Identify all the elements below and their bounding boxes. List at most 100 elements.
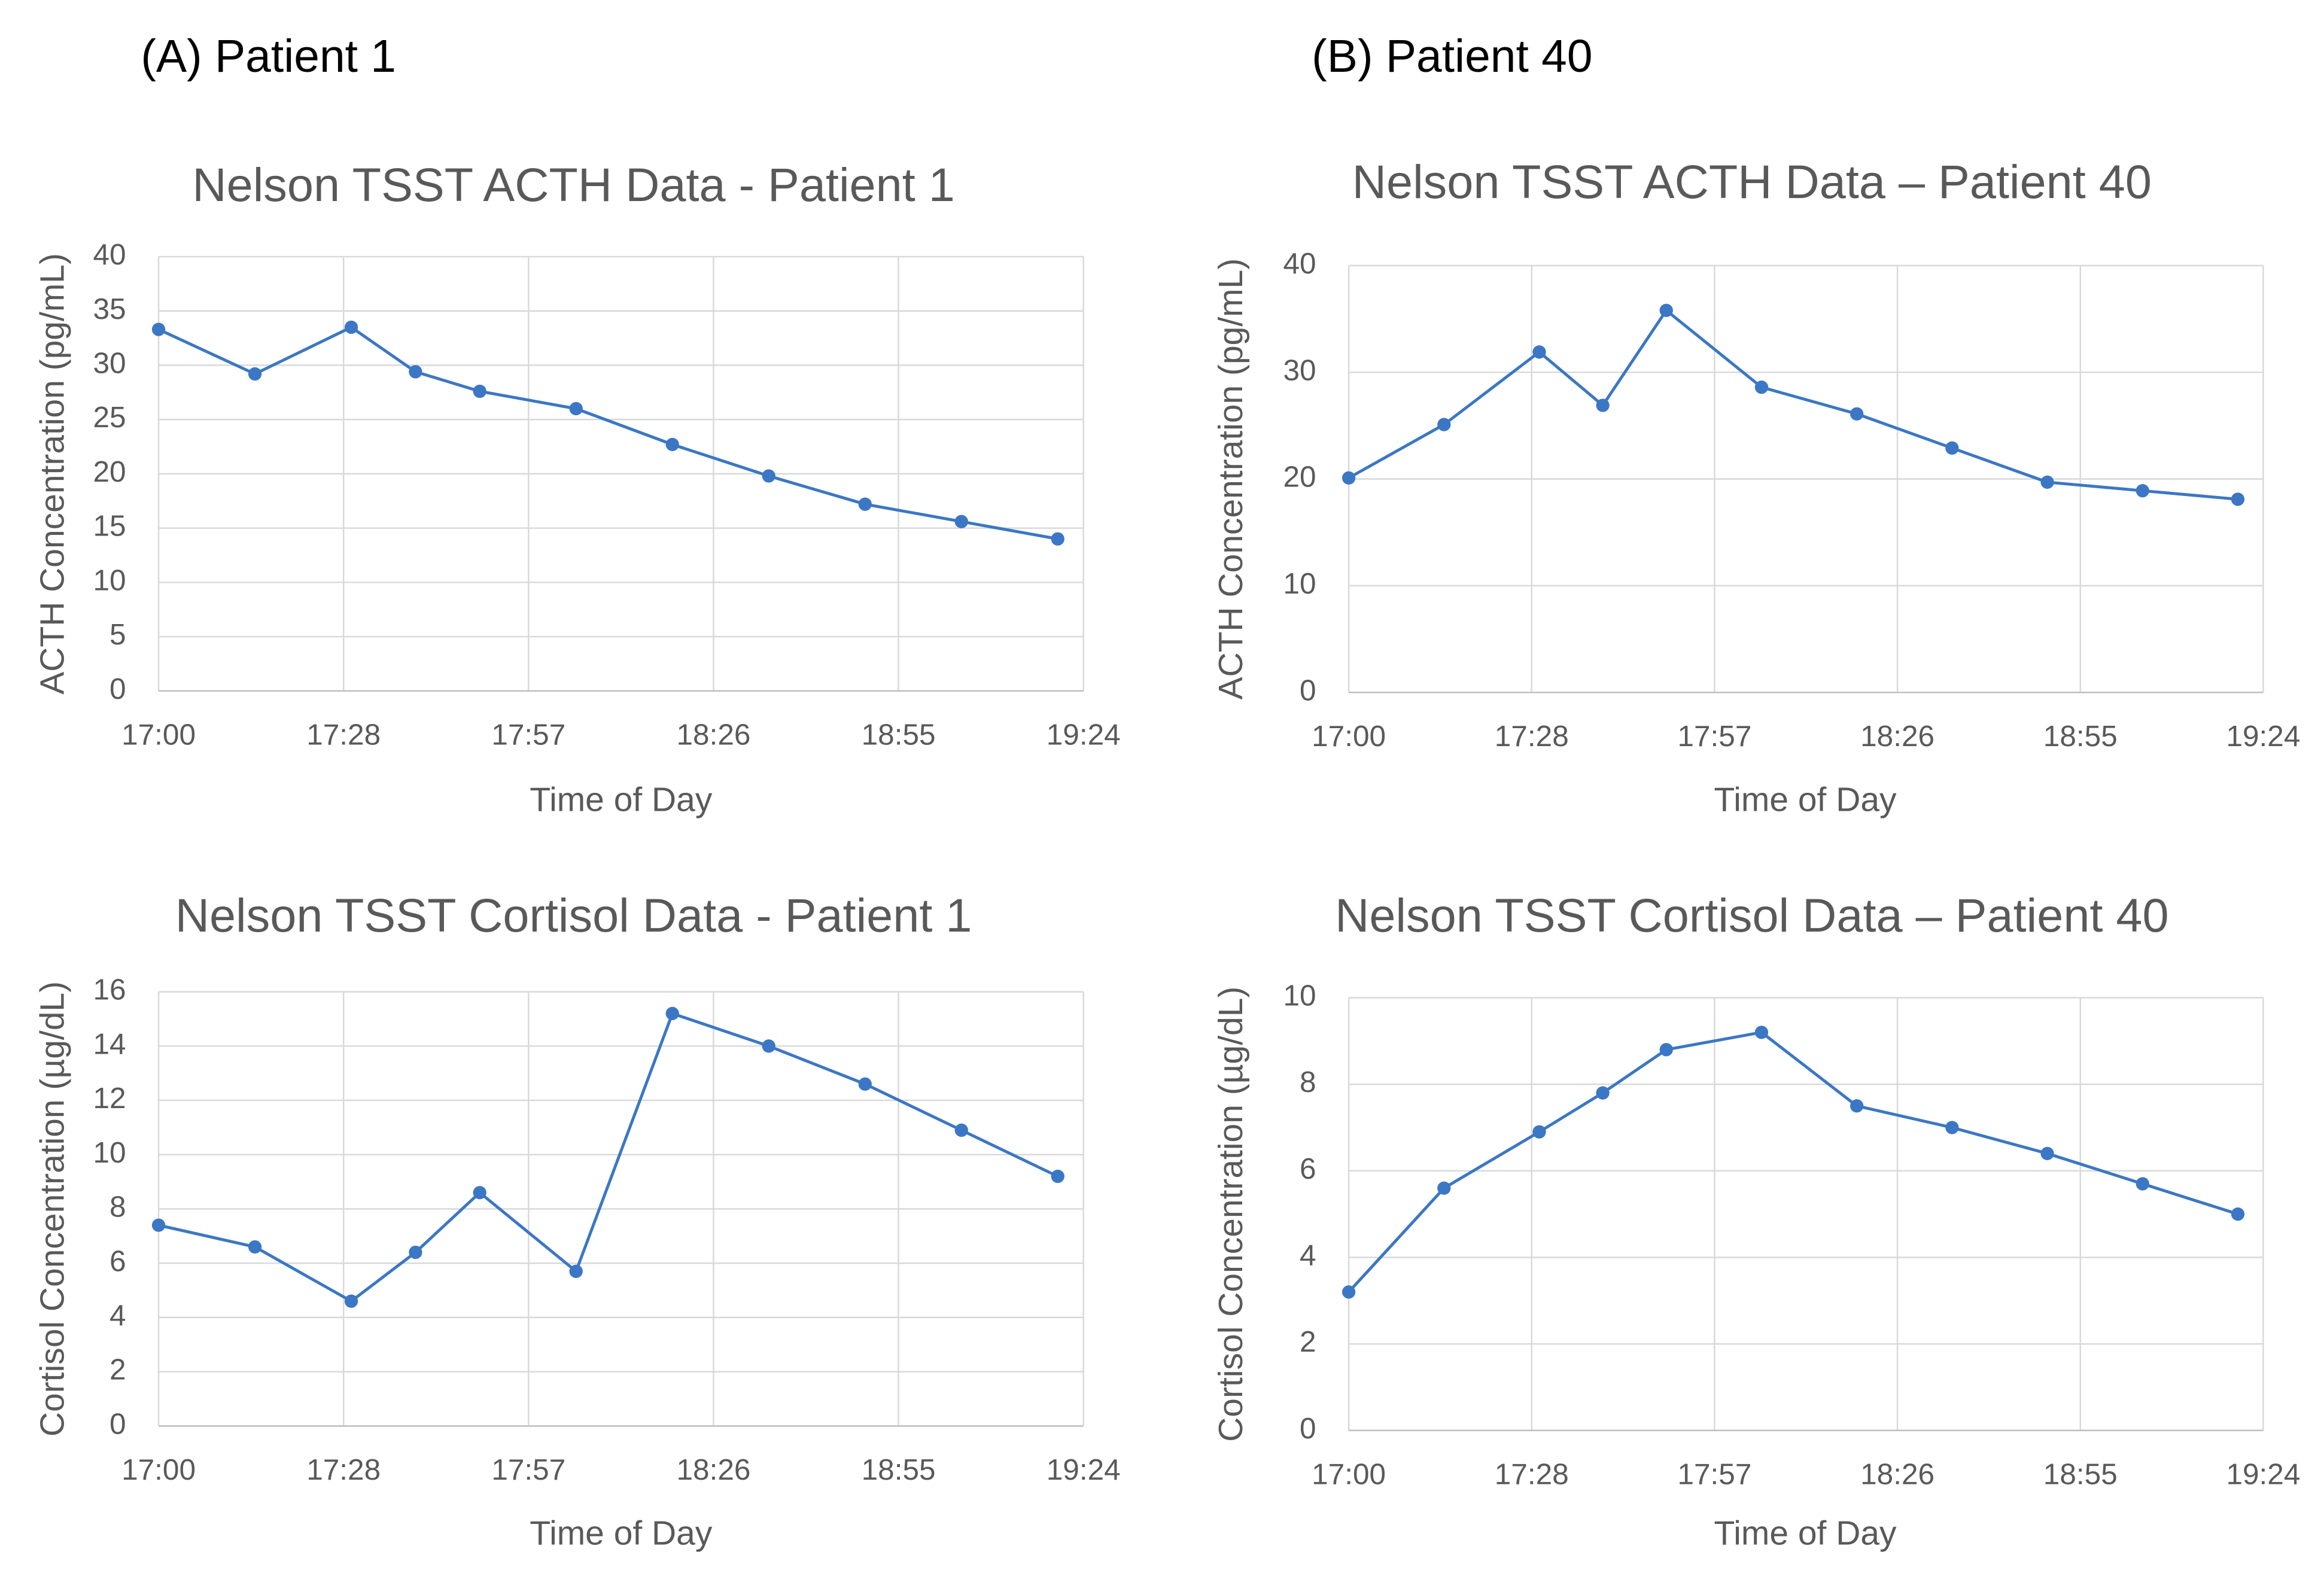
y-tick-label: 10 [1283, 979, 1316, 1012]
x-tick-label: 17:57 [491, 1453, 565, 1486]
x-tick-label: 18:26 [1860, 720, 1934, 753]
x-tick-label: 17:57 [1677, 1458, 1751, 1491]
x-tick-label: 17:00 [1312, 1458, 1386, 1491]
panel-label: (B) Patient 40 [1312, 31, 1592, 82]
chart-title: Nelson TSST ACTH Data – Patient 40 [1352, 155, 2152, 208]
x-axis-label: Time of Day [530, 1514, 712, 1553]
y-tick-label: 30 [93, 347, 126, 380]
y-tick-label: 16 [93, 973, 126, 1006]
x-tick-label: 17:57 [491, 719, 565, 752]
x-tick-label: 17:00 [121, 1453, 196, 1486]
data-point [762, 469, 775, 483]
y-tick-label: 0 [1300, 674, 1316, 707]
data-point [1532, 1125, 1546, 1139]
y-tick-label: 35 [93, 293, 126, 325]
data-point [344, 320, 358, 334]
y-tick-label: 15 [93, 510, 126, 543]
data-point [2136, 484, 2149, 498]
data-point [2231, 492, 2245, 506]
y-tick-label: 12 [93, 1082, 126, 1115]
data-point [1532, 345, 1546, 359]
x-tick-label: 17:00 [121, 719, 196, 752]
data-point [151, 322, 166, 336]
data-line [158, 325, 1058, 541]
data-point [1659, 303, 1673, 317]
data-point [1754, 1026, 1769, 1039]
x-axis-label: Time of Day [1714, 781, 1897, 819]
x-tick-label: 19:24 [2226, 720, 2300, 753]
y-tick-label: 8 [109, 1191, 126, 1224]
data-line [1347, 308, 2238, 501]
y-axis-label: ACTH Concentration (pg/mL) [1212, 258, 1250, 700]
y-tick-label: 0 [1300, 1412, 1316, 1445]
y-axis-label: ACTH Concentration (pg/mL) [34, 253, 72, 695]
y-tick-label: 8 [1300, 1066, 1316, 1099]
data-point [1945, 1121, 1959, 1134]
data-point [954, 515, 968, 528]
x-tick-label: 19:24 [1047, 719, 1121, 752]
data-line [158, 1011, 1058, 1303]
y-tick-label: 4 [1300, 1239, 1316, 1272]
chart-title: Nelson TSST Cortisol Data - Patient 1 [175, 889, 972, 942]
y-tick-label: 0 [109, 1407, 126, 1440]
x-tick-label: 17:28 [306, 1453, 381, 1486]
x-tick-label: 17:57 [1677, 720, 1751, 753]
data-point [2040, 1146, 2054, 1161]
data-point [1596, 1086, 1610, 1100]
y-tick-label: 40 [1283, 247, 1316, 280]
x-tick-label: 19:24 [2226, 1458, 2300, 1491]
data-point [1051, 532, 1064, 546]
y-tick-label: 4 [109, 1299, 126, 1332]
x-tick-label: 18:55 [2043, 1458, 2118, 1491]
x-tick-label: 17:28 [306, 719, 381, 752]
data-point [1596, 398, 1610, 412]
data-line [1347, 1030, 2238, 1294]
data-point [409, 1245, 422, 1259]
data-point [1850, 407, 1864, 421]
x-tick-label: 18:26 [1860, 1458, 1934, 1491]
y-tick-label: 10 [93, 1136, 126, 1169]
y-tick-label: 25 [93, 401, 126, 434]
data-point [858, 1077, 872, 1091]
data-point [473, 384, 486, 398]
y-tick-label: 10 [1283, 567, 1316, 600]
x-tick-label: 18:55 [2043, 720, 2118, 753]
data-point [248, 367, 262, 381]
y-tick-label: 2 [109, 1353, 126, 1386]
data-point [1945, 441, 1959, 455]
data-point [1437, 418, 1451, 431]
data-point [665, 1006, 679, 1021]
panel-label: (A) Patient 1 [141, 31, 396, 82]
y-tick-label: 2 [1300, 1325, 1316, 1358]
data-point [151, 1218, 166, 1232]
data-point [1051, 1169, 1064, 1183]
y-axis-label: Cortisol Concentration (µg/dL) [34, 981, 72, 1437]
y-tick-label: 6 [109, 1245, 126, 1277]
y-tick-label: 0 [109, 673, 126, 705]
data-point [665, 437, 679, 452]
y-tick-label: 30 [1283, 354, 1316, 387]
data-point [344, 1294, 358, 1308]
y-tick-label: 5 [109, 618, 126, 651]
x-tick-label: 18:26 [676, 719, 750, 752]
y-axis-label: Cortisol Concentration (µg/dL) [1212, 987, 1250, 1442]
x-axis-label: Time of Day [530, 781, 712, 819]
data-point [1850, 1099, 1864, 1113]
data-point [1754, 381, 1769, 394]
chart-title: Nelson TSST ACTH Data - Patient 1 [192, 158, 954, 211]
x-tick-label: 18:55 [862, 1453, 936, 1486]
data-point [858, 497, 872, 511]
data-point [2136, 1177, 2149, 1191]
y-tick-label: 6 [1300, 1152, 1316, 1185]
data-point [1342, 471, 1356, 485]
data-point [569, 401, 583, 416]
data-point [762, 1039, 775, 1053]
data-point [1342, 1285, 1356, 1299]
data-point [248, 1240, 262, 1254]
data-point [569, 1264, 583, 1278]
y-tick-label: 10 [93, 564, 126, 597]
data-point [1659, 1043, 1673, 1057]
x-tick-label: 17:28 [1495, 720, 1569, 753]
